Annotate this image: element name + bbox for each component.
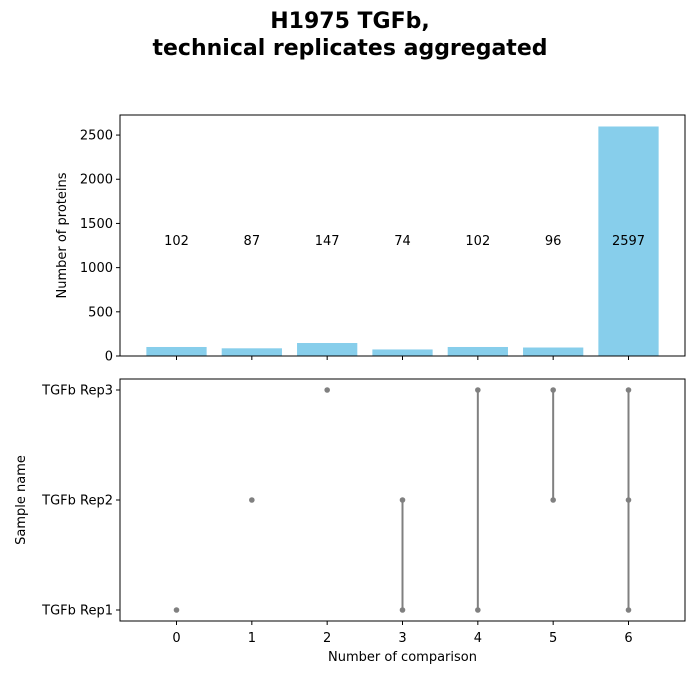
- membership-dot-6-2: [625, 387, 632, 393]
- chart-title: H1975 TGFb, technical replicates aggrega…: [0, 8, 700, 62]
- bar-0: [146, 346, 207, 356]
- bar-label-4: 102: [465, 234, 490, 249]
- membership-dot-5-2: [550, 387, 556, 393]
- chart-title-line-1: H1975 TGFb,: [270, 9, 430, 34]
- bar-ytick-label-1000: 1000: [80, 261, 113, 276]
- bar-ytick-label-0: 0: [105, 350, 113, 365]
- bar-label-3: 74: [394, 234, 411, 249]
- bar-y-axis-label: Number of proteins: [55, 172, 70, 298]
- dot-xtick-label-5: 5: [549, 631, 557, 646]
- membership-dot-1-1: [249, 497, 255, 503]
- membership-dot-3-0: [399, 607, 406, 613]
- membership-dot-4-2: [475, 387, 481, 393]
- dot-x-axis-label: Number of comparison: [328, 650, 477, 665]
- bar-3: [372, 349, 433, 356]
- membership-dot-4-0: [475, 607, 481, 613]
- bar-label-1: 87: [244, 234, 261, 249]
- bar-label-2: 147: [315, 234, 340, 249]
- dot-xtick-label-3: 3: [398, 631, 406, 646]
- dot-ytick-label-2: TGFb Rep3: [41, 384, 113, 399]
- membership-dot-3-1: [399, 497, 406, 503]
- bar-label-0: 102: [164, 234, 189, 249]
- membership-dot-2-2: [324, 387, 330, 393]
- bar-4: [447, 346, 508, 356]
- bar-plot-frame: [119, 114, 686, 357]
- bar-chart-panel: 102 87 147 74 102 96 2597 0 500 1000 1500 2000 2500 N…: [55, 114, 686, 365]
- dot-plot-frame: [119, 378, 686, 622]
- membership-dot-6-1: [625, 497, 632, 503]
- bar-6: [598, 126, 659, 356]
- bar-ytick-label-500: 500: [88, 305, 113, 320]
- bar-2: [297, 343, 358, 356]
- bar-label-6: 2597: [612, 234, 645, 249]
- dot-xtick-label-4: 4: [474, 631, 482, 646]
- bar-ytick-label-2000: 2000: [80, 173, 113, 188]
- dot-xtick-label-0: 0: [172, 631, 180, 646]
- bar-label-5: 96: [545, 234, 562, 249]
- bar-5: [523, 347, 584, 356]
- chart-title-line-2: technical replicates aggregated: [152, 36, 548, 61]
- bar-ytick-label-2500: 2500: [80, 129, 113, 144]
- membership-dot-0-0: [173, 607, 180, 613]
- membership-dot-5-1: [550, 497, 556, 503]
- bar-ytick-label-1500: 1500: [80, 217, 113, 232]
- dot-xtick-label-6: 6: [624, 631, 632, 646]
- membership-matrix-panel: 0 1 2 3 4 5 6 TGFb Rep1 TGFb Rep2 TGFb Rep3 Number…: [14, 378, 686, 665]
- membership-dot-6-0: [625, 607, 632, 613]
- dot-xtick-label-1: 1: [248, 631, 256, 646]
- dot-y-axis-label: Sample name: [14, 455, 29, 545]
- dot-ytick-label-1: TGFb Rep2: [41, 494, 113, 509]
- dot-ytick-label-0: TGFb Rep1: [41, 604, 113, 619]
- bar-1: [221, 348, 282, 356]
- dot-xtick-label-2: 2: [323, 631, 331, 646]
